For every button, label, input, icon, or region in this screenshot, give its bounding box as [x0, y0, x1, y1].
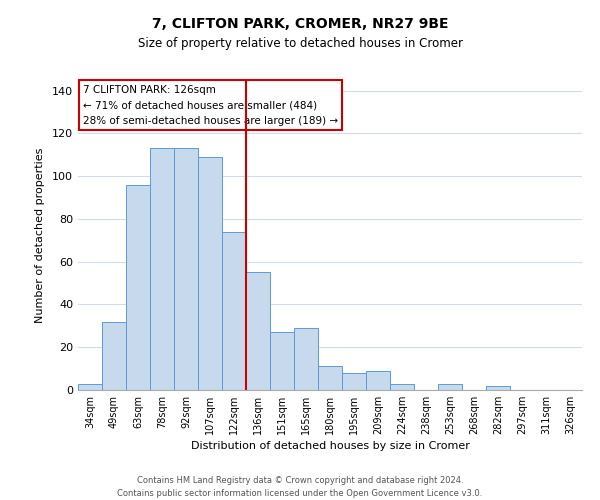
Bar — [342, 373, 366, 390]
Bar — [486, 386, 510, 390]
Bar — [270, 332, 294, 390]
Bar — [246, 272, 270, 390]
X-axis label: Distribution of detached houses by size in Cromer: Distribution of detached houses by size … — [191, 441, 469, 451]
Bar — [438, 384, 462, 390]
Y-axis label: Number of detached properties: Number of detached properties — [35, 148, 45, 322]
Text: 7, CLIFTON PARK, CROMER, NR27 9BE: 7, CLIFTON PARK, CROMER, NR27 9BE — [152, 18, 448, 32]
Bar — [126, 185, 150, 390]
Text: Contains public sector information licensed under the Open Government Licence v3: Contains public sector information licen… — [118, 489, 482, 498]
Bar — [318, 366, 342, 390]
Text: 7 CLIFTON PARK: 126sqm
← 71% of detached houses are smaller (484)
28% of semi-de: 7 CLIFTON PARK: 126sqm ← 71% of detached… — [83, 84, 338, 126]
Bar — [198, 157, 222, 390]
Bar — [150, 148, 174, 390]
Bar — [294, 328, 318, 390]
Bar — [174, 148, 198, 390]
Bar — [366, 371, 390, 390]
Bar — [390, 384, 414, 390]
Bar — [222, 232, 246, 390]
Text: Contains HM Land Registry data © Crown copyright and database right 2024.: Contains HM Land Registry data © Crown c… — [137, 476, 463, 485]
Text: Size of property relative to detached houses in Cromer: Size of property relative to detached ho… — [137, 38, 463, 51]
Bar — [78, 384, 102, 390]
Bar — [102, 322, 126, 390]
